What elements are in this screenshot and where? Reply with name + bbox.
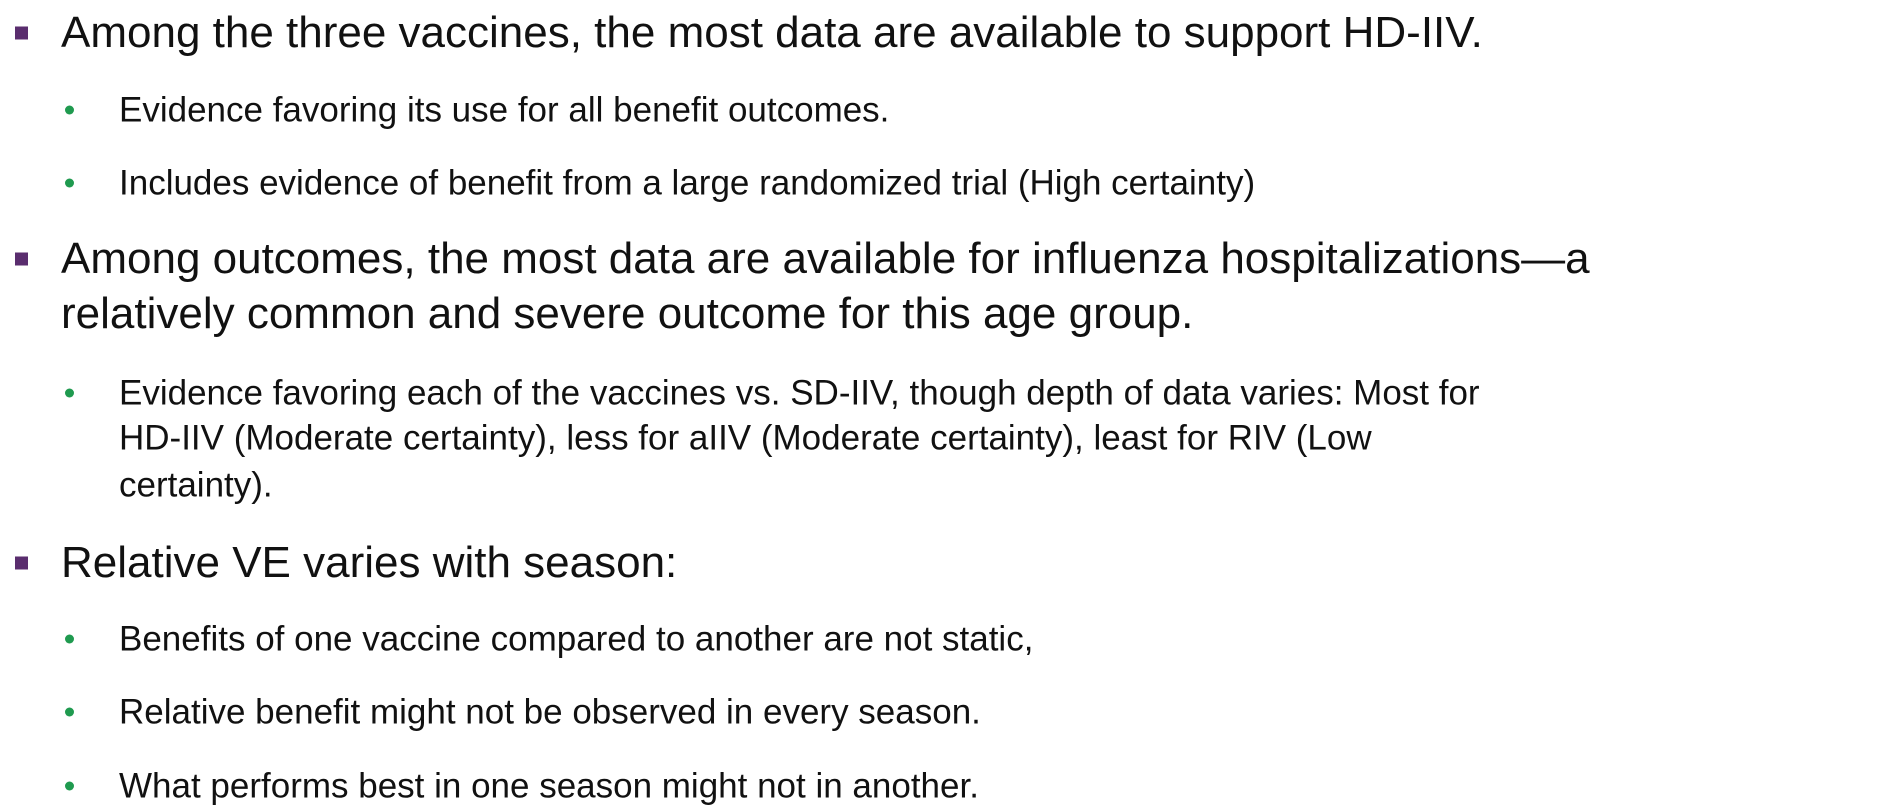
dot-bullet xyxy=(65,634,74,644)
sub-bullet-text: Includes evidence of benefit from a larg… xyxy=(119,163,1256,203)
sub-bullet-text: Evidence favoring each of the vaccines v… xyxy=(119,373,1480,413)
dot-bullet xyxy=(65,781,74,791)
sub-bullet-text: certainty). xyxy=(119,465,273,505)
bullet-text: Relative VE varies with season: xyxy=(61,538,678,587)
square-bullet xyxy=(15,252,28,266)
sub-bullet-text: Relative benefit might not be observed i… xyxy=(119,692,981,732)
sub-bullet-text: Evidence favoring its use for all benefi… xyxy=(119,90,890,130)
dot-bullet xyxy=(65,388,74,398)
square-bullet xyxy=(15,556,28,570)
dot-bullet xyxy=(65,105,74,115)
dot-bullet xyxy=(65,178,74,188)
sub-bullet-text: What performs best in one season might n… xyxy=(119,766,979,806)
bullet-text: Among the three vaccines, the most data … xyxy=(61,8,1483,57)
dot-bullet xyxy=(65,707,74,717)
sub-bullet-text: Benefits of one vaccine compared to anot… xyxy=(119,619,1034,659)
bullet-text: Among outcomes, the most data are availa… xyxy=(61,234,1590,283)
sub-bullet-text: HD-IIV (Moderate certainty), less for aI… xyxy=(119,418,1372,458)
bullet-text: relatively common and severe outcome for… xyxy=(61,289,1194,338)
square-bullet xyxy=(15,26,28,40)
